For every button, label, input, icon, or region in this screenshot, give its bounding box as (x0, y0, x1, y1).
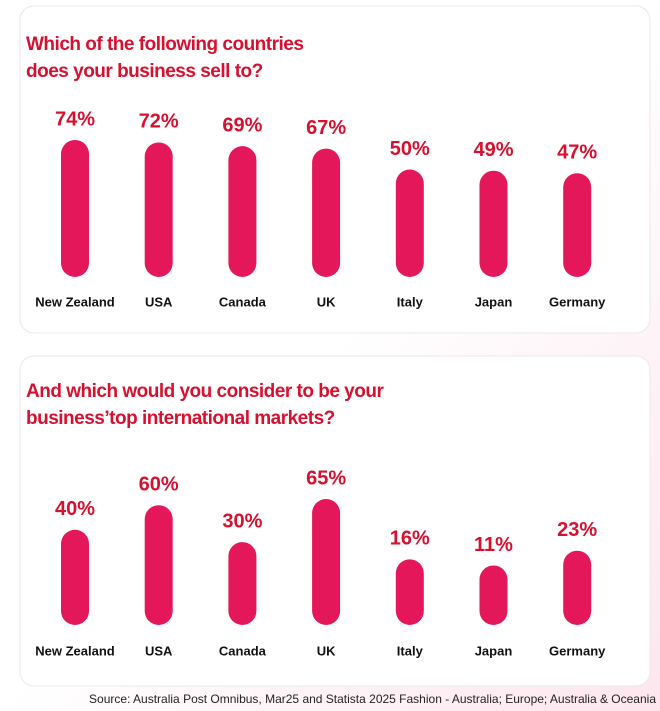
category-label: Italy (397, 643, 424, 658)
bar (61, 139, 89, 277)
value-label: 60% (139, 473, 179, 495)
category-label: Germany (549, 294, 606, 309)
value-label: 11% (474, 534, 513, 556)
category-label: Germany (549, 643, 606, 658)
bar (395, 559, 424, 625)
bar (144, 142, 173, 277)
bar (228, 146, 257, 277)
value-label: 67% (306, 117, 346, 139)
chart-title: business’top international markets? (26, 408, 335, 429)
category-label: New Zealand (35, 294, 115, 309)
bar (395, 169, 424, 277)
bar (479, 170, 508, 277)
value-label: 40% (55, 498, 95, 520)
value-label: 49% (473, 139, 513, 161)
source: Source: Australia Post Omnibus, Mar25 an… (89, 692, 656, 706)
category-label: Japan (475, 294, 513, 309)
value-label: 47% (557, 141, 597, 163)
value-label: 50% (390, 138, 430, 160)
chart-title: Which of the following countries (26, 34, 303, 55)
bar (61, 529, 89, 625)
bar (144, 505, 173, 625)
category-label: USA (145, 294, 173, 309)
category-label: USA (145, 643, 173, 658)
chart-title: And which would you consider to be your (26, 381, 384, 402)
bar (563, 173, 592, 277)
bar (312, 499, 341, 625)
value-label: 23% (557, 519, 597, 541)
category-label: UK (317, 294, 336, 309)
bar (479, 565, 508, 625)
category-label: Italy (397, 294, 424, 309)
chart-title: does your business sell to? (26, 61, 263, 82)
value-label: 16% (390, 528, 430, 550)
value-label: 72% (139, 111, 179, 133)
value-label: 30% (222, 510, 262, 532)
value-label: 74% (55, 108, 95, 130)
bar (228, 542, 257, 625)
category-label: Canada (219, 643, 267, 658)
bar (563, 550, 592, 625)
bar (312, 148, 341, 277)
category-label: Japan (475, 643, 513, 658)
value-label: 65% (306, 467, 346, 489)
value-label: 69% (222, 114, 262, 136)
category-label: UK (317, 643, 336, 658)
category-label: New Zealand (35, 643, 115, 658)
category-label: Canada (219, 294, 267, 309)
